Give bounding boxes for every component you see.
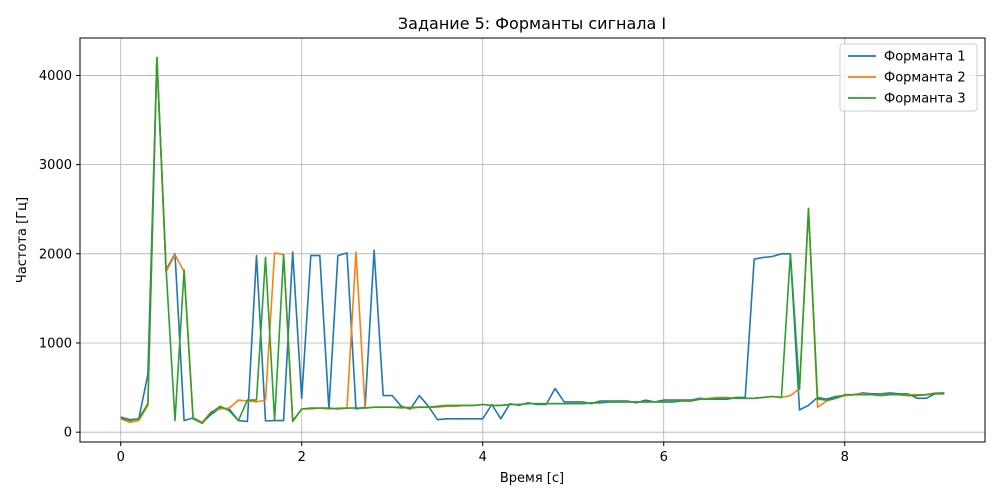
x-tick-label: 8 bbox=[841, 450, 849, 465]
legend: Форманта 1 Форманта 2 Форманта 3 bbox=[839, 43, 978, 112]
legend-label-2: Форманта 2 bbox=[884, 71, 966, 86]
series-line-3 bbox=[120, 56, 945, 425]
legend-label-1: Форманта 1 bbox=[884, 50, 966, 65]
legend-label-3: Форманта 3 bbox=[884, 92, 966, 107]
x-tick-label: 2 bbox=[298, 450, 306, 465]
y-tick-label: 1000 bbox=[39, 337, 72, 352]
chart-title: Задание 5: Форманты сигнала I bbox=[398, 14, 666, 33]
y-tick-label: 4000 bbox=[39, 69, 72, 84]
legend-box bbox=[839, 43, 978, 112]
y-axis-label: Частота [Гц] bbox=[15, 197, 30, 283]
x-axis-ticks: 0 2 4 6 8 bbox=[117, 442, 849, 465]
y-tick-label: 2000 bbox=[39, 247, 72, 262]
series-line-1 bbox=[120, 56, 945, 424]
x-tick-label: 0 bbox=[117, 450, 125, 465]
y-tick-label: 0 bbox=[64, 426, 72, 441]
x-tick-label: 6 bbox=[660, 450, 668, 465]
y-axis-ticks: 0 1000 2000 3000 4000 bbox=[39, 69, 80, 441]
series-line-2 bbox=[120, 56, 945, 424]
grid bbox=[80, 38, 985, 442]
plot-frame bbox=[79, 37, 986, 443]
y-tick-label: 3000 bbox=[39, 158, 72, 173]
series-lines bbox=[120, 56, 945, 425]
x-tick-label: 4 bbox=[479, 450, 487, 465]
x-axis-label: Время [с] bbox=[500, 471, 564, 486]
